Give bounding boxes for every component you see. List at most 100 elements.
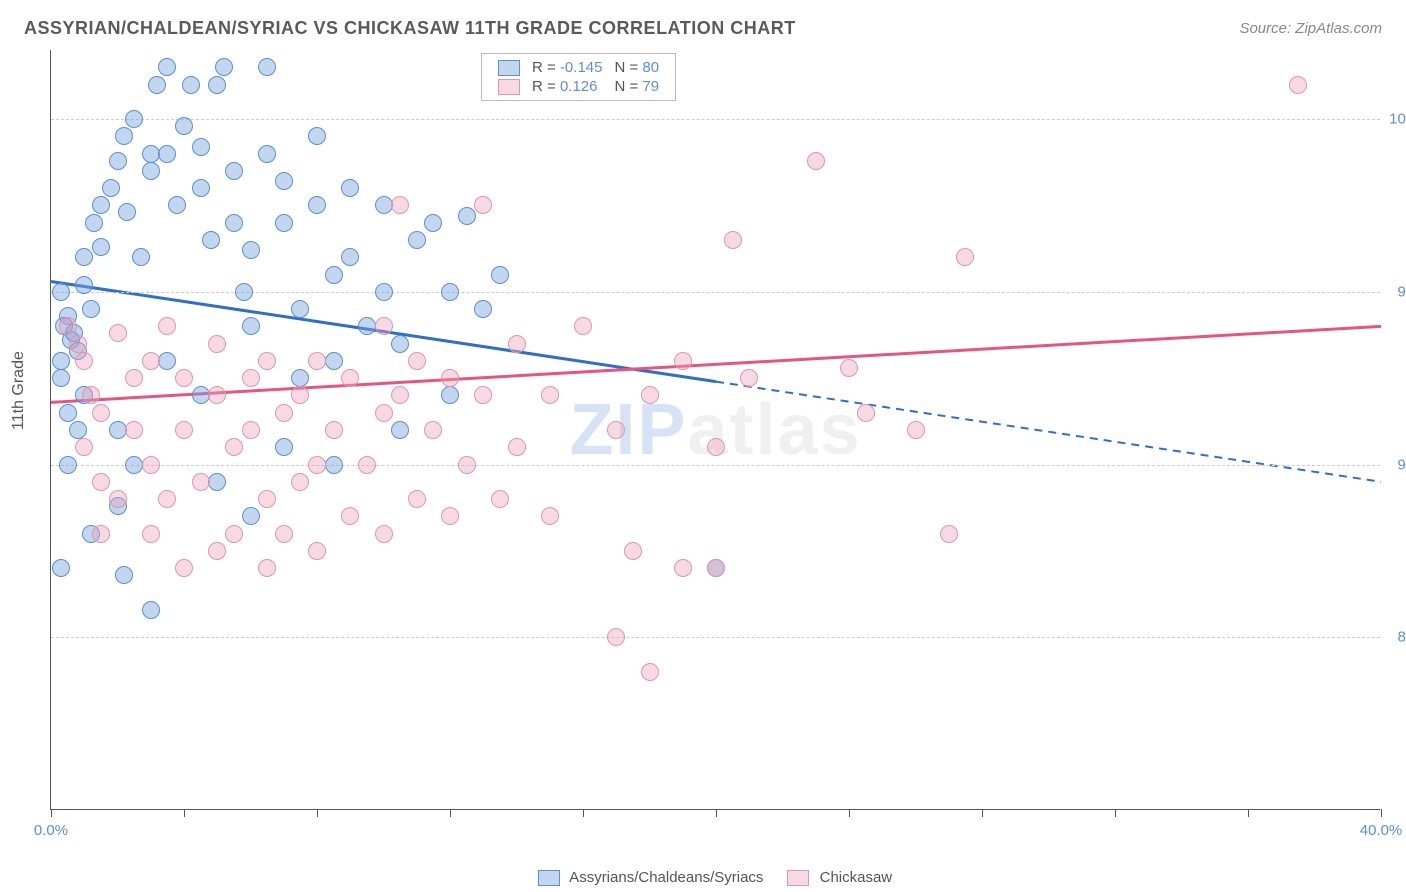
scatter-point [291, 300, 309, 318]
scatter-point [192, 138, 210, 156]
scatter-point [92, 196, 110, 214]
y-tick-label: 95.0% [1385, 283, 1406, 300]
scatter-point [102, 179, 120, 197]
scatter-point [59, 456, 77, 474]
scatter-point [175, 559, 193, 577]
gridline [51, 465, 1380, 466]
series-legend: Assyrians/Chaldeans/Syriacs Chickasaw [0, 869, 1406, 886]
scatter-point [541, 507, 559, 525]
scatter-point [225, 214, 243, 232]
scatter-point [325, 266, 343, 284]
n-value: 79 [642, 78, 659, 95]
scatter-point [142, 352, 160, 370]
scatter-point [641, 386, 659, 404]
gridline [51, 637, 1380, 638]
scatter-point [474, 386, 492, 404]
trend-line-dashed [716, 382, 1381, 482]
scatter-point [956, 248, 974, 266]
scatter-point [740, 369, 758, 387]
scatter-point [242, 369, 260, 387]
scatter-point [308, 542, 326, 560]
scatter-point [325, 352, 343, 370]
scatter-point [574, 317, 592, 335]
scatter-point [202, 231, 220, 249]
scatter-point [142, 601, 160, 619]
scatter-point [391, 196, 409, 214]
scatter-point [242, 421, 260, 439]
scatter-point [391, 386, 409, 404]
gridline [51, 119, 1380, 120]
scatter-point [291, 369, 309, 387]
scatter-point [491, 490, 509, 508]
r-value: 0.126 [560, 78, 598, 95]
scatter-point [308, 196, 326, 214]
scatter-point [724, 231, 742, 249]
scatter-point [242, 507, 260, 525]
scatter-point [59, 317, 77, 335]
x-tick [51, 809, 52, 817]
scatter-point [75, 438, 93, 456]
scatter-point [142, 456, 160, 474]
scatter-point [215, 58, 233, 76]
scatter-point [341, 248, 359, 266]
y-tick-label: 85.0% [1385, 629, 1406, 646]
scatter-point [291, 386, 309, 404]
scatter-point [258, 58, 276, 76]
scatter-point [674, 352, 692, 370]
scatter-point [341, 179, 359, 197]
scatter-point [208, 542, 226, 560]
legend-swatch [498, 60, 520, 76]
x-tick [1248, 809, 1249, 817]
scatter-point [69, 335, 87, 353]
scatter-point [125, 369, 143, 387]
scatter-point [391, 335, 409, 353]
scatter-point [458, 456, 476, 474]
scatter-point [52, 369, 70, 387]
scatter-point [308, 352, 326, 370]
scatter-point [840, 359, 858, 377]
scatter-point [474, 300, 492, 318]
x-tick [450, 809, 451, 817]
scatter-point [375, 317, 393, 335]
scatter-point [118, 203, 136, 221]
scatter-point [75, 352, 93, 370]
scatter-point [441, 283, 459, 301]
scatter-point [75, 276, 93, 294]
scatter-point [275, 214, 293, 232]
scatter-point [341, 507, 359, 525]
scatter-point [192, 386, 210, 404]
scatter-point [807, 152, 825, 170]
scatter-point [175, 421, 193, 439]
scatter-point [75, 248, 93, 266]
scatter-point [541, 386, 559, 404]
scatter-point [142, 525, 160, 543]
r-value: -0.145 [560, 59, 603, 76]
chart-title: ASSYRIAN/CHALDEAN/SYRIAC VS CHICKASAW 11… [24, 18, 796, 39]
legend-swatch [498, 79, 520, 95]
scatter-point [182, 76, 200, 94]
scatter-point [132, 248, 150, 266]
trend-line-solid [51, 326, 1381, 402]
scatter-point [857, 404, 875, 422]
scatter-point [242, 241, 260, 259]
scatter-point [325, 456, 343, 474]
scatter-point [168, 196, 186, 214]
legend-swatch [538, 870, 560, 886]
scatter-point [707, 438, 725, 456]
legend-row: R = 0.126N = 79 [492, 77, 665, 96]
legend-row: R = -0.145N = 80 [492, 58, 665, 77]
scatter-point [408, 231, 426, 249]
scatter-point [109, 421, 127, 439]
scatter-point [940, 525, 958, 543]
scatter-point [441, 507, 459, 525]
scatter-point [142, 145, 160, 163]
scatter-point [109, 152, 127, 170]
scatter-point [92, 404, 110, 422]
scatter-point [508, 335, 526, 353]
scatter-point [192, 179, 210, 197]
scatter-point [308, 127, 326, 145]
y-axis-label: 11th Grade [10, 351, 28, 430]
scatter-point [82, 300, 100, 318]
scatter-point [208, 386, 226, 404]
scatter-point [92, 473, 110, 491]
